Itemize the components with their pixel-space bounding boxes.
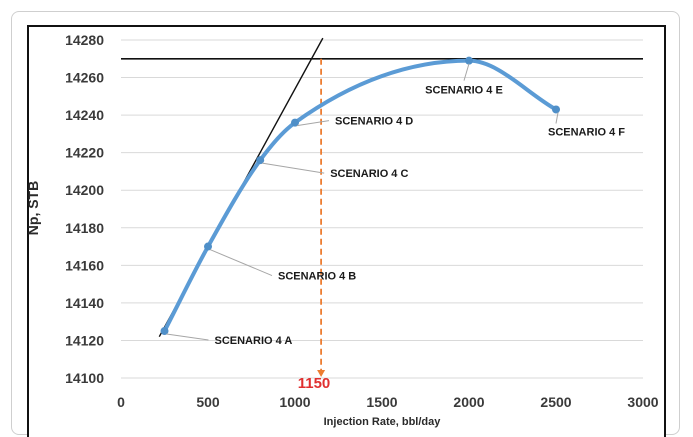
y-tick-label: 14100: [65, 370, 104, 386]
data-point: [291, 118, 299, 127]
y-tick-label: 14120: [65, 332, 104, 348]
y-tick-label: 14240: [65, 107, 104, 123]
y-tick-label: 14280: [65, 32, 104, 48]
y-tick-label: 14160: [65, 257, 104, 273]
leader-line: [555, 112, 559, 124]
y-tick-label: 14220: [65, 145, 104, 161]
y-tick-label: 14200: [65, 182, 104, 198]
leader-line: [296, 120, 330, 127]
leader-line: [166, 333, 209, 341]
scenario-labels: SCENARIO 4 A SCENARIO 4 B SCENARIO 4 C SCEN…: [166, 63, 625, 347]
data-point: [465, 56, 473, 65]
x-tick-label: 2500: [540, 394, 571, 410]
leader-line: [209, 249, 273, 277]
data-point: [204, 242, 212, 251]
x-tick-label: 0: [117, 394, 125, 410]
x-tick-label: 3000: [627, 394, 658, 410]
tick-labels: 14100 14120 14140 14160 14180 14200 14220 14240…: [65, 32, 659, 410]
data-series: [160, 56, 560, 336]
y-tick-label: 14140: [65, 295, 104, 311]
scenario-label: SCENARIO 4 D: [335, 116, 413, 128]
x-tick-label: 500: [196, 394, 220, 410]
x-axis-title: Injection Rate, bbl/day: [324, 416, 442, 428]
y-tick-label: 14180: [65, 220, 104, 236]
x-tick-label: 2000: [453, 394, 484, 410]
scenario-label: SCENARIO 4 F: [548, 126, 625, 138]
scenario-label: SCENARIO 4 E: [425, 85, 503, 97]
chart-frame: [27, 25, 666, 437]
data-point: [256, 156, 265, 165]
leader-line: [463, 63, 470, 81]
data-point: [552, 105, 560, 114]
intersection-value-label: 1150: [298, 375, 331, 392]
gridlines: [121, 39, 643, 379]
x-tick-label: 1500: [366, 394, 397, 410]
np-curve: [162, 58, 558, 334]
intersection-arrowhead: [317, 370, 326, 377]
scenario-label: SCENARIO 4 C: [330, 168, 408, 180]
scenario-label: SCENARIO 4 A: [215, 335, 293, 347]
scenario-label: SCENARIO 4 B: [278, 271, 356, 283]
x-tick-label: 1000: [279, 394, 310, 410]
y-tick-label: 14260: [65, 70, 104, 86]
leader-line: [262, 162, 325, 174]
y-axis-title: Np, STB: [25, 181, 41, 235]
data-point: [160, 327, 169, 336]
reference-lines: [121, 37, 643, 377]
